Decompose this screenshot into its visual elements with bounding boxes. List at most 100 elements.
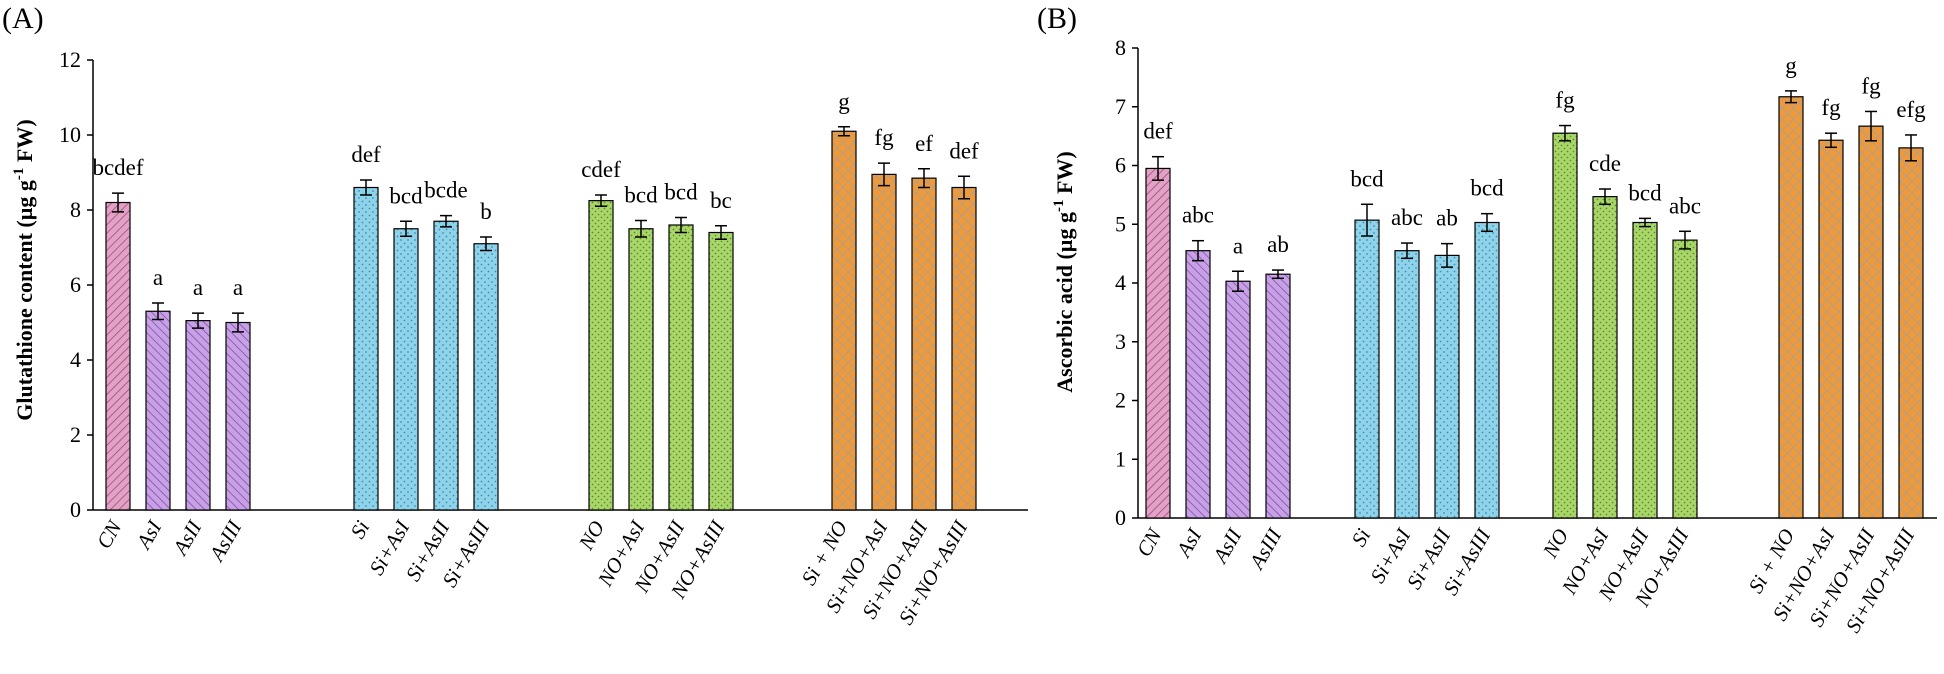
significance-label: ab <box>1436 206 1458 231</box>
panel-label-b: (B) <box>1037 2 1077 35</box>
y-tick-label: 6 <box>70 272 81 297</box>
significance-label: bcd <box>664 180 698 205</box>
y-tick-label: 10 <box>59 122 81 147</box>
y-tick-label: 0 <box>70 497 81 522</box>
bar-no <box>588 200 614 511</box>
x-category-label: AsI <box>131 516 167 555</box>
x-category-label: Si <box>1346 524 1375 550</box>
x-category-label: Si <box>345 516 374 542</box>
y-tick-label: 6 <box>1115 153 1126 178</box>
significance-label: def <box>1143 119 1173 144</box>
bar-cn <box>1145 167 1171 519</box>
bar-asi <box>1185 250 1211 519</box>
x-category-label: NO <box>573 517 609 555</box>
bar-no-asii <box>1632 221 1658 519</box>
significance-label: cdef <box>581 157 621 182</box>
significance-label: ab <box>1267 232 1289 257</box>
bar-si-no-asi <box>871 173 897 511</box>
panel-label-a: (A) <box>2 2 44 35</box>
bar-si-no <box>1778 96 1804 519</box>
significance-label: g <box>838 89 850 114</box>
bar-asi <box>145 310 171 511</box>
y-tick-label: 2 <box>70 422 81 447</box>
bar-asii <box>1225 280 1251 519</box>
bar-si-asi <box>1394 250 1420 519</box>
significance-label: bc <box>710 188 732 213</box>
x-category-label: AsI <box>1171 524 1207 563</box>
bar-si-no-asii <box>911 177 937 511</box>
significance-label: fg <box>874 125 894 150</box>
bar-si-asiii <box>1474 221 1500 519</box>
significance-label: efg <box>1896 97 1926 122</box>
y-tick-label: 5 <box>1115 211 1126 236</box>
x-category-label: NO <box>1537 525 1573 563</box>
bar-asiii <box>1265 273 1291 519</box>
x-category-label: AsIII <box>204 516 247 567</box>
significance-label: a <box>193 275 203 300</box>
significance-label: fg <box>1555 88 1575 113</box>
y-axis-title-b: Ascorbic acid (µg g-1 FW) <box>1051 151 1077 392</box>
bar-no-asi <box>628 228 654 511</box>
x-category-label: AsII <box>167 516 207 561</box>
bar-asii <box>185 320 211 511</box>
significance-label: a <box>233 275 243 300</box>
y-tick-label: 12 <box>59 47 81 72</box>
y-axis-title-a: Glutathione content (µg g-1 FW) <box>11 119 37 420</box>
bar-si <box>1354 219 1380 519</box>
y-tick-label: 8 <box>1115 35 1126 60</box>
significance-label: g <box>1785 53 1797 78</box>
bar-si-no-asii <box>1858 125 1884 519</box>
bar-asiii <box>225 321 251 511</box>
panel-a: (A) Glutathione content (µg g-1 FW) 0 2 4 6… <box>2 2 1028 629</box>
significance-label: abc <box>1669 193 1701 218</box>
y-tick-label: 2 <box>1115 388 1126 413</box>
bar-no-asi <box>1592 196 1618 519</box>
bar-si-asiii <box>473 243 499 511</box>
significance-label: bcde <box>424 178 467 203</box>
significance-label: def <box>949 138 979 163</box>
significance-label: bcdef <box>92 155 143 180</box>
y-tick-label: 8 <box>70 197 81 222</box>
bar-no-asiii <box>708 231 734 511</box>
significance-label: fg <box>1861 73 1881 98</box>
significance-label: bcd <box>1628 180 1662 205</box>
y-tick-label: 0 <box>1115 505 1126 530</box>
significance-label: abc <box>1391 205 1423 230</box>
plot-area-a: 024681012bcdefCNaAsIaAsIIaAsIIIdefSibcdS… <box>59 47 1028 629</box>
significance-label: cde <box>1589 151 1621 176</box>
significance-label: abc <box>1182 203 1214 228</box>
bar-si-no-asiii <box>1898 147 1924 519</box>
significance-label: ef <box>915 131 933 156</box>
bar-si-no <box>831 130 857 511</box>
significance-label: a <box>153 265 163 290</box>
significance-label: a <box>1233 233 1243 258</box>
bar-no <box>1552 132 1578 519</box>
y-tick-label: 4 <box>70 347 81 372</box>
plot-area-b: 012345678defCNabcAsIaAsIIabAsIIIbcdSiabc… <box>1115 35 1937 637</box>
significance-label: bcd <box>1350 166 1384 191</box>
x-category-label: CN <box>1132 524 1167 561</box>
x-category-label: CN <box>92 516 127 553</box>
y-tick-label: 1 <box>1115 446 1126 471</box>
significance-label: bcd <box>1470 176 1504 201</box>
bar-si-no-asi <box>1818 139 1844 519</box>
significance-label: fg <box>1821 95 1841 120</box>
bar-si-no-asiii <box>951 186 977 511</box>
bar-si <box>353 186 379 511</box>
y-tick-label: 3 <box>1115 329 1126 354</box>
bar-no-asiii <box>1672 239 1698 519</box>
bar-si-asi <box>393 228 419 511</box>
bar-si-asii <box>433 220 459 511</box>
bar-si-asii <box>1434 254 1460 519</box>
x-category-label: AsII <box>1207 524 1247 569</box>
significance-label: bcd <box>389 183 423 208</box>
significance-label: b <box>480 199 492 224</box>
bar-cn <box>105 201 131 511</box>
x-category-label: AsIII <box>1244 524 1287 575</box>
y-tick-label: 4 <box>1115 270 1126 295</box>
significance-label: bcd <box>624 183 658 208</box>
y-tick-label: 7 <box>1115 94 1126 119</box>
panel-b: (B) Ascorbic acid (µg g-1 FW) 0 1 2 3 4 5 6 7 8 d… <box>1037 2 1937 637</box>
bar-no-asii <box>668 224 694 511</box>
